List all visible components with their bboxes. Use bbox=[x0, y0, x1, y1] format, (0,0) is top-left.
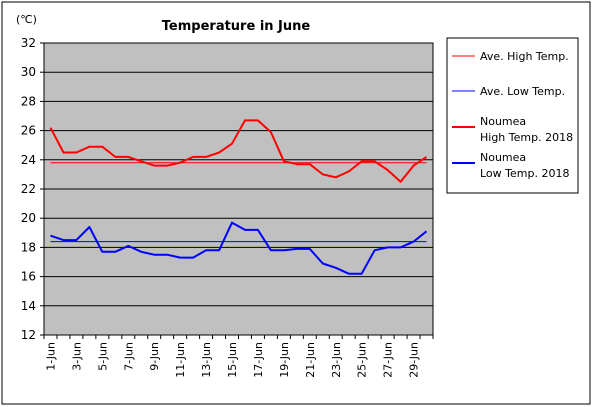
y-tick-label: 16 bbox=[21, 270, 36, 284]
y-tick-label: 24 bbox=[21, 153, 36, 167]
y-tick-label: 30 bbox=[21, 65, 36, 79]
x-tick-label: 21-Jun bbox=[304, 342, 317, 378]
legend-label: Noumea bbox=[480, 115, 526, 128]
series-line-noumea-low-temp-2018 bbox=[50, 221, 428, 275]
gridlines bbox=[44, 71, 433, 307]
x-tick-label: 17-Jun bbox=[252, 342, 265, 378]
x-tick-label: 11-Jun bbox=[174, 342, 187, 378]
y-unit-label: (℃) bbox=[16, 13, 37, 26]
y-tick-label: 20 bbox=[21, 211, 36, 225]
x-tick-label: 3-Jun bbox=[70, 342, 83, 371]
legend-label: Ave. High Temp. bbox=[480, 50, 569, 63]
legend-label: High Temp. 2018 bbox=[480, 131, 573, 144]
y-tick-label: 26 bbox=[21, 124, 36, 138]
x-tick-label: 5-Jun bbox=[96, 342, 109, 371]
legend-label: Low Temp. 2018 bbox=[480, 167, 569, 180]
y-axis-ticks: 12 14 16 18 20 22 24 26 28 30 32 bbox=[21, 36, 44, 342]
x-axis-ticks: 1-Jun 3-Jun 5-Jun 7-Jun 9-Jun 11-Jun 13-Jun 15-… bbox=[43, 335, 434, 378]
y-tick-label: 32 bbox=[21, 36, 36, 50]
legend-label: Noumea bbox=[480, 151, 526, 164]
x-tick-label: 13-Jun bbox=[200, 342, 213, 378]
x-tick-label: 15-Jun bbox=[226, 342, 239, 378]
series-lines bbox=[49, 119, 428, 275]
x-tick-label: 7-Jun bbox=[122, 342, 135, 371]
legend: Ave. High Temp. Ave. Low Temp. Noumea High … bbox=[452, 50, 573, 180]
y-tick-label: 22 bbox=[21, 182, 36, 196]
x-tick-label: 29-Jun bbox=[408, 342, 421, 378]
x-tick-label: 9-Jun bbox=[148, 342, 161, 371]
x-tick-label: 23-Jun bbox=[330, 342, 343, 378]
legend-box bbox=[446, 37, 579, 194]
x-tick-label: 1-Jun bbox=[44, 342, 57, 371]
x-tick-label: 25-Jun bbox=[356, 342, 369, 378]
y-tick-label: 14 bbox=[21, 299, 36, 313]
chart-title: Temperature in June bbox=[162, 19, 311, 34]
y-tick-label: 28 bbox=[21, 94, 36, 108]
y-tick-label: 12 bbox=[21, 328, 36, 342]
y-tick-label: 18 bbox=[21, 240, 36, 254]
legend-label: Ave. Low Temp. bbox=[480, 85, 565, 98]
series-line-noumea-high-temp-2018 bbox=[49, 119, 428, 183]
x-tick-label: 27-Jun bbox=[382, 342, 395, 378]
x-tick-label: 19-Jun bbox=[278, 342, 291, 378]
